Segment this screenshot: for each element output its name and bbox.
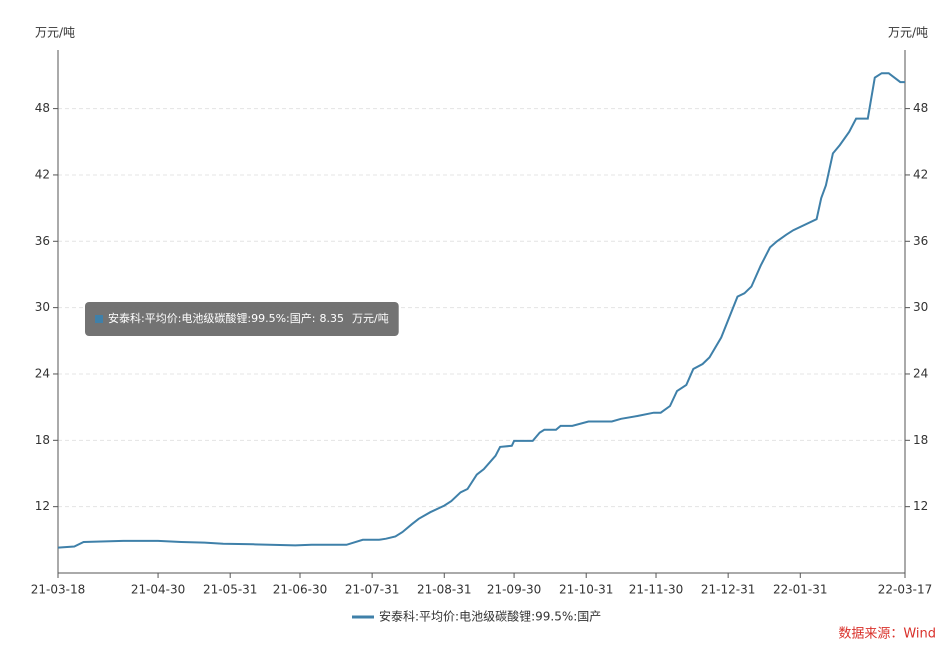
source-note: 数据来源：Wind (838, 627, 936, 642)
y2-tick-label: 30 (913, 300, 928, 314)
y-tick-label: 30 (35, 300, 50, 314)
x-tick-label: 21-06-30 (273, 583, 327, 597)
y-axis-label: 万元/吨 (35, 26, 75, 40)
x-tick-label: 21-07-31 (345, 583, 399, 597)
y2-tick-label: 12 (913, 499, 928, 513)
tooltip-unit: 万元/吨 (352, 312, 389, 325)
data-line (57, 72, 905, 549)
y2-tick-label: 18 (913, 433, 928, 447)
x-tick-label: 21-10-31 (559, 583, 613, 597)
y2-tick-label: 36 (913, 234, 928, 248)
tooltip-value: 8.35 (319, 312, 344, 325)
y-tick-label: 12 (35, 499, 50, 513)
x-tick-label: 21-03-18 (31, 583, 85, 597)
y2-tick-label: 24 (913, 366, 928, 380)
x-tick-label: 22-03-17 (878, 583, 932, 597)
legend-label: 安泰科:平均价:电池级碳酸锂:99.5%:国产 (379, 609, 601, 624)
tooltip-text: 安泰科:平均价:电池级碳酸锂:99.5%:国产: (108, 311, 315, 325)
tooltip: 安泰科:平均价:电池级碳酸锂:99.5%:国产: 8.35 万元/吨 (85, 302, 399, 336)
x-tick-label: 21-08-31 (417, 583, 471, 597)
tooltip-box (85, 302, 399, 336)
y2-axis-label: 万元/吨 (888, 26, 928, 40)
x-tick-label: 21-09-30 (487, 583, 541, 597)
y2-tick-label: 48 (913, 101, 928, 115)
y-tick-label: 18 (35, 433, 50, 447)
y-tick-label: 36 (35, 234, 50, 248)
x-tick-label: 21-12-31 (701, 583, 755, 597)
x-tick-label: 21-11-30 (629, 583, 683, 597)
y2-tick-label: 42 (913, 167, 928, 181)
y-tick-label: 24 (35, 366, 50, 380)
x-tick-label: 22-01-31 (773, 583, 827, 597)
y-tick-label: 48 (35, 101, 50, 115)
x-tick-label: 21-05-31 (203, 583, 257, 597)
y-tick-label: 42 (35, 167, 50, 181)
x-tick-label: 21-04-30 (131, 583, 185, 597)
tooltip-marker (95, 315, 103, 323)
